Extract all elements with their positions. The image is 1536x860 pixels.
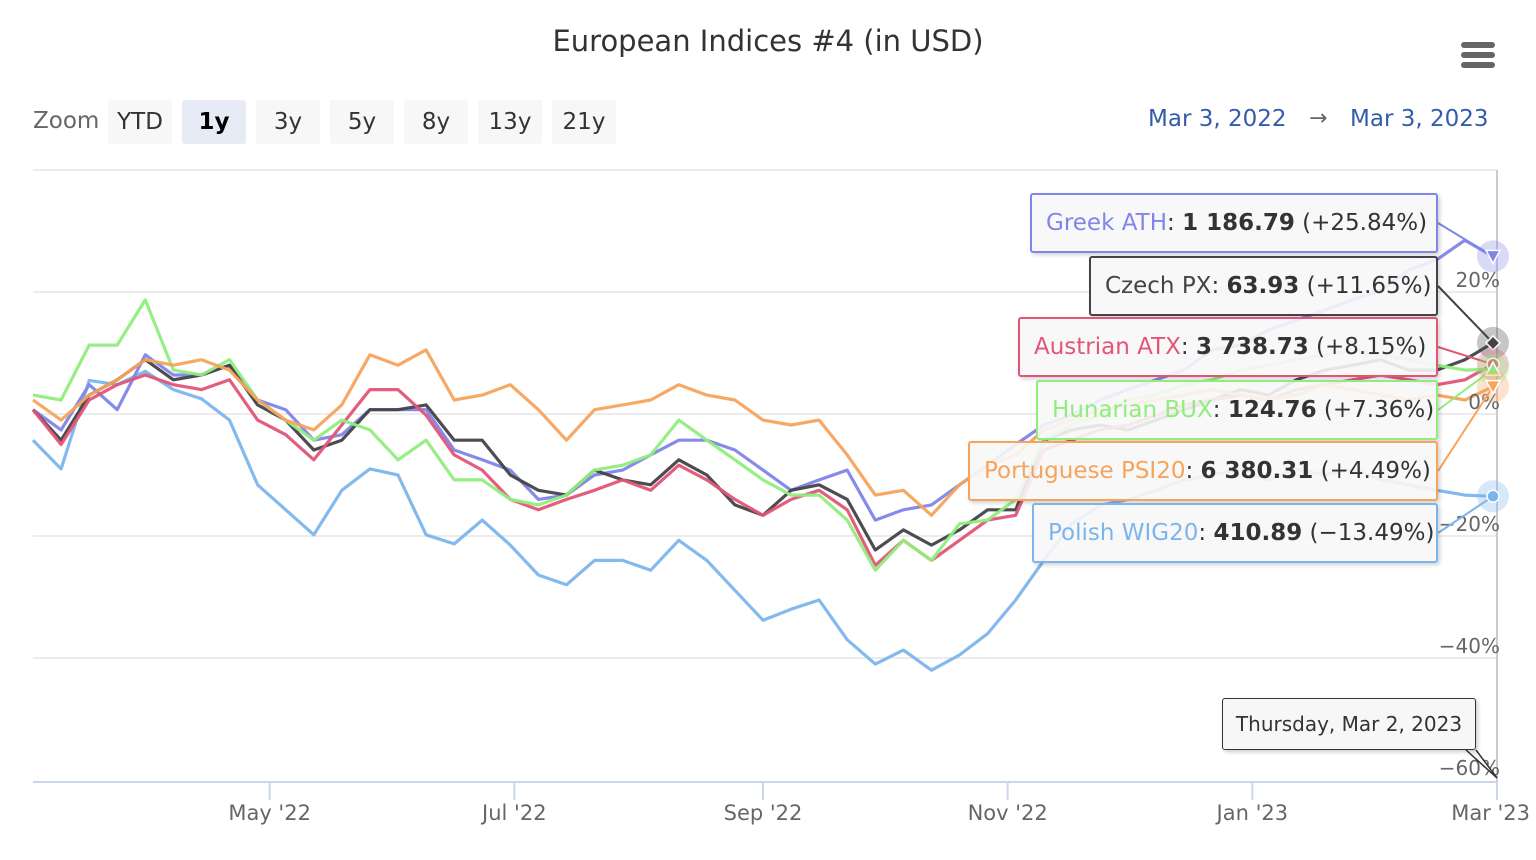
tooltip-change: (+4.49%): [1320, 458, 1431, 484]
tooltip-austrian-atx: Austrian ATX: 3 738.73 (+8.15%): [1018, 317, 1438, 377]
tooltip-sep: :: [1185, 458, 1201, 484]
zoom-label: Zoom: [33, 108, 100, 134]
x-tick-label: Nov '22: [968, 801, 1048, 825]
tooltip-series-name: Czech PX: [1105, 273, 1212, 299]
tooltip-pointer: [1465, 749, 1498, 779]
tooltip-polish-wig20: Polish WIG20: 410.89 (−13.49%): [1032, 503, 1438, 563]
zoom-button-13y[interactable]: 13y: [478, 100, 542, 144]
range-from-input[interactable]: Mar 3, 2022: [1148, 106, 1287, 132]
x-tick-label: Sep '22: [724, 801, 803, 825]
range-arrow-icon: →: [1309, 106, 1328, 131]
tooltip-connector: [1437, 495, 1494, 534]
tooltip-value: 1 186.79: [1182, 210, 1295, 236]
tooltip-value: 410.89: [1213, 520, 1303, 546]
tooltip-change: (+11.65%): [1306, 273, 1432, 299]
tooltip-value: 63.93: [1226, 273, 1300, 299]
tooltip-sep: [1313, 458, 1320, 484]
hamburger-menu-icon[interactable]: [1461, 42, 1495, 70]
tooltip-value: 3 738.73: [1195, 334, 1309, 360]
tooltip-czech-px: Czech PX: 63.93 (+11.65%): [1089, 256, 1438, 316]
tooltip-connector: [1437, 346, 1494, 366]
marker-triangle-down-icon: [1484, 249, 1502, 265]
range-to-input[interactable]: Mar 3, 2023: [1350, 106, 1489, 132]
tooltip-hunarian-bux: Hunarian BUX: 124.76 (+7.36%): [1036, 380, 1438, 440]
tooltip-sep: [1317, 397, 1324, 423]
tooltip-sep: [1299, 273, 1306, 299]
tooltip-greek-ath: Greek ATH: 1 186.79 (+25.84%): [1030, 193, 1438, 253]
tooltip-connector: [1437, 386, 1494, 472]
x-tick-label: May '22: [228, 801, 311, 825]
zoom-button-21y[interactable]: 21y: [552, 100, 616, 144]
tooltip-series-name: Greek ATH: [1046, 210, 1167, 236]
x-tick-label: Jul '22: [480, 801, 547, 825]
tooltip-series-name: Portuguese PSI20: [984, 458, 1186, 484]
tooltip-change: (+8.15%): [1316, 334, 1427, 360]
y-tick-label: 20%: [1456, 268, 1500, 292]
tooltip-connector: [1437, 368, 1494, 411]
tooltip-portuguese-psi20: Portuguese PSI20: 6 380.31 (+4.49%): [968, 441, 1438, 501]
tooltip-sep: :: [1198, 520, 1214, 546]
chart-title: European Indices #4 (in USD): [552, 24, 984, 58]
tooltip-value: 124.76: [1227, 397, 1317, 423]
tooltip-connector: [1437, 222, 1494, 258]
tooltip-change: (−13.49%): [1309, 520, 1435, 546]
tooltip-value: 6 380.31: [1200, 458, 1314, 484]
zoom-button-ytd[interactable]: YTD: [108, 100, 172, 144]
x-tick-label: Jan '23: [1215, 801, 1289, 825]
y-tick-label: −60%: [1439, 756, 1500, 780]
y-tick-label: −40%: [1439, 634, 1500, 658]
tooltip-series-name: Austrian ATX: [1034, 334, 1181, 360]
y-tick-label: −20%: [1439, 512, 1500, 536]
tooltip-change: (+7.36%): [1323, 397, 1435, 423]
zoom-button-1y[interactable]: 1y: [182, 100, 246, 144]
tooltip-date: Thursday, Mar 2, 2023: [1222, 698, 1476, 750]
tooltip-sep: :: [1180, 334, 1196, 360]
tooltip-sep: [1302, 520, 1309, 546]
tooltip-sep: [1309, 334, 1316, 360]
tooltip-sep: :: [1211, 273, 1227, 299]
marker-diamond-icon: [1484, 334, 1502, 351]
zoom-button-3y[interactable]: 3y: [256, 100, 320, 144]
marker-triangle-down-icon: [1484, 379, 1502, 396]
tooltip-connector: [1437, 285, 1494, 344]
tooltip-series-name: Hunarian BUX: [1052, 397, 1213, 423]
tooltip-sep: [1295, 210, 1302, 236]
zoom-button-8y[interactable]: 8y: [404, 100, 468, 144]
x-tick-label: Mar '23: [1451, 801, 1530, 825]
tooltip-change: (+25.84%): [1302, 210, 1428, 236]
marker-circle-icon: [1486, 489, 1500, 504]
zoom-button-5y[interactable]: 5y: [330, 100, 394, 144]
marker-triangle-icon: [1484, 360, 1502, 376]
tooltip-sep: :: [1167, 210, 1183, 236]
tooltip-series-name: Polish WIG20: [1048, 520, 1199, 546]
tooltip-sep: :: [1212, 397, 1228, 423]
